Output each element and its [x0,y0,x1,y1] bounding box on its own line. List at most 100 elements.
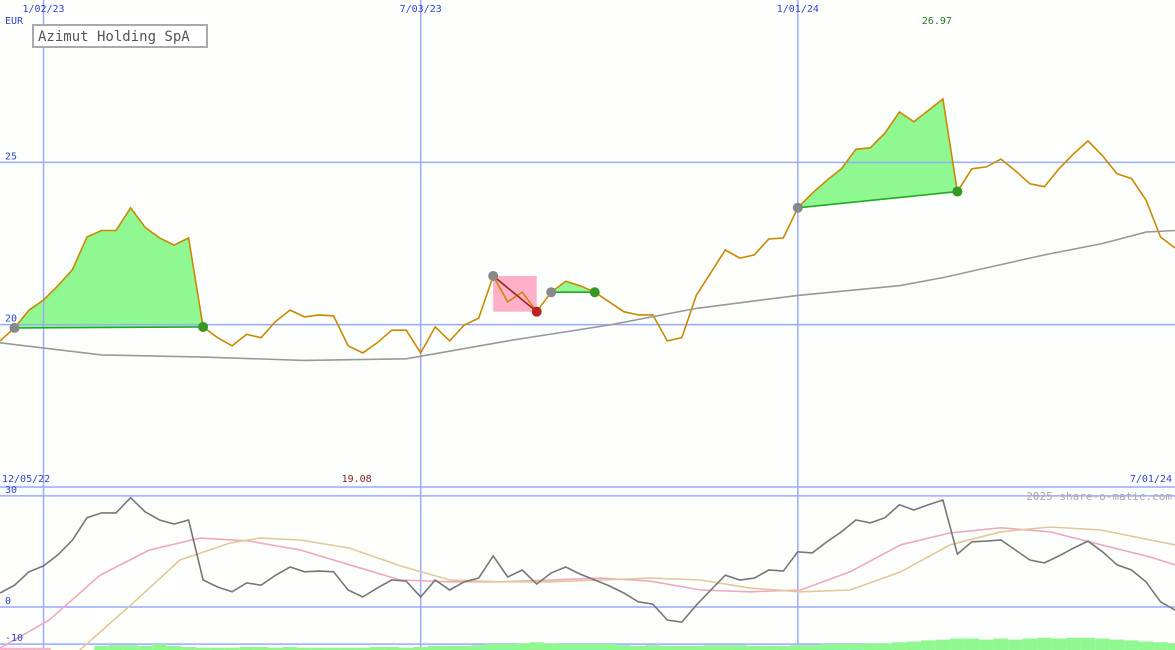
bar [819,644,835,650]
bar [543,643,559,650]
source: 2025 share-o-matic.com [1026,490,1172,503]
y-tick-label: 20 [5,314,17,325]
bar [964,638,980,650]
bar [935,639,951,650]
bar [224,647,240,650]
bar [1022,638,1038,650]
series-line [79,526,1175,650]
bar [253,647,269,650]
y-tick-label: 30 [5,485,17,496]
bar [950,638,965,650]
bar [166,645,182,650]
trade-fills [14,99,958,328]
bar [761,645,777,650]
bar [572,644,588,650]
bar [1109,639,1125,650]
series-line [0,97,1175,355]
trade-line [14,326,204,329]
exit-dot [589,287,600,298]
bar [993,638,1009,650]
end-date: 7/01/24 [1130,474,1172,485]
bar [181,647,196,650]
bar [863,643,878,650]
bar [514,643,530,650]
bar [1066,637,1081,650]
bar [210,647,225,650]
marks [0,186,1175,650]
bar [326,647,341,650]
bar [602,644,617,650]
bar [36,647,51,650]
bar [1080,637,1096,650]
series-line [0,229,1175,362]
bar [631,645,646,650]
bar [282,647,298,650]
bar [1167,643,1175,650]
exit-dot [531,306,542,317]
bar [979,639,994,650]
bar [195,647,211,650]
bar [1008,639,1023,650]
bar [645,645,661,650]
bar [137,645,153,650]
bar [0,647,8,650]
bar [529,642,544,650]
bar [921,640,936,650]
bar [7,647,22,650]
bar [485,644,501,650]
bar [674,645,690,650]
bar [21,647,37,650]
entry-dot [488,270,499,281]
bar [747,645,762,650]
bar [369,647,385,650]
bar [442,645,457,650]
x-tick-label: 1/02/23 [22,4,64,15]
trade-fill [14,207,204,328]
y-tick-label: 0 [5,596,11,607]
bar [413,647,428,650]
y-tick-label: -10 [5,633,23,644]
bar [718,645,733,650]
bar [1095,638,1110,650]
chart-title: Azimut Holding SpA [38,29,190,45]
bar [152,644,167,650]
unit-label: EUR [5,16,24,27]
bar [456,645,472,650]
bar [805,645,820,650]
series-line [0,496,1175,624]
bar [892,642,907,650]
start-date: 12/05/22 [2,474,50,485]
exit-dot [952,186,963,197]
bar [689,645,704,650]
bar [877,643,893,650]
bar [398,647,414,650]
bar [703,645,719,650]
bar [616,645,632,650]
exit-dot [198,321,209,332]
bar [587,644,603,650]
bar [834,644,849,650]
bar [311,647,327,650]
bar [500,644,515,650]
bar [94,645,109,650]
bar [384,647,399,650]
trade-line [492,275,538,313]
bar [660,645,675,650]
bar [1051,638,1067,650]
entry-dot [792,202,803,213]
x-tick-label: 1/01/24 [777,4,819,15]
bar [558,644,573,650]
bar [1037,637,1052,650]
trade-fill [797,99,958,208]
y-tick-label: 25 [5,151,17,162]
lines [0,97,1175,650]
title-box [32,24,208,48]
min-label: 19.08 [342,474,372,485]
bar [268,647,283,650]
bar [108,645,124,650]
bar [471,645,486,650]
bar [790,645,806,650]
bar [239,647,254,650]
bar [1124,640,1139,650]
bar [123,645,138,650]
